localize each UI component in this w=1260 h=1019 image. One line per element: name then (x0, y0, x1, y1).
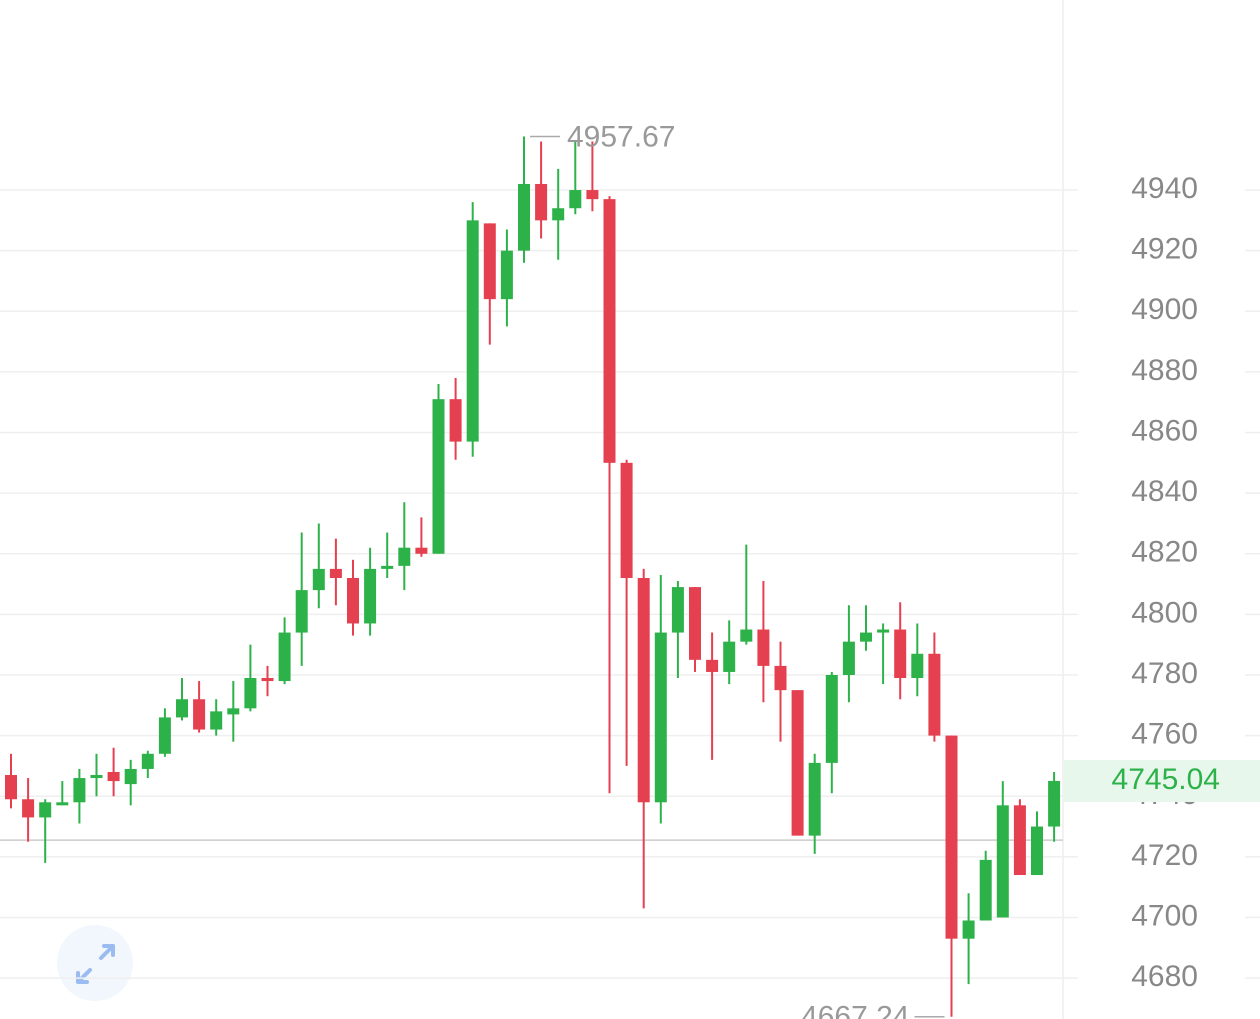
candle-body (347, 577, 359, 624)
candle-body (261, 678, 274, 682)
candle-body (518, 183, 530, 251)
candle-body (586, 190, 599, 200)
candle-body (774, 665, 787, 691)
max-label: 4957.67 (567, 120, 675, 153)
candle-body (945, 735, 958, 939)
candle-body (894, 629, 907, 679)
expand-button[interactable] (57, 925, 133, 1001)
candle-body (329, 568, 342, 578)
candle-body (90, 775, 103, 779)
y-tick-label: 4820 (1131, 536, 1198, 569)
candle-body (364, 568, 377, 624)
candle-body (141, 753, 154, 769)
candle-body (124, 768, 137, 785)
candle-body (757, 629, 770, 666)
candle-body (210, 711, 223, 730)
candle-body (877, 629, 890, 633)
candle-body (56, 802, 69, 806)
candle-body (552, 208, 565, 221)
candle-body (483, 223, 496, 300)
candle-body (278, 632, 291, 682)
y-tick-label: 4680 (1131, 960, 1198, 993)
candle-body (860, 632, 872, 642)
y-tick-label: 4840 (1131, 475, 1198, 508)
y-tick-label: 4900 (1131, 293, 1198, 326)
candle-body (176, 699, 188, 718)
candle-body (381, 565, 394, 569)
price-label: 4745.04 (1112, 763, 1220, 796)
candle-body (415, 547, 428, 554)
candle-body (791, 690, 804, 836)
candle-body (22, 799, 35, 818)
expand-circle[interactable] (57, 925, 133, 1001)
candle-body (39, 802, 52, 818)
candle-body (158, 717, 171, 754)
y-tick-label: 4700 (1131, 899, 1198, 932)
candle-body (723, 641, 736, 672)
candle-body (449, 399, 462, 442)
candle-body (535, 183, 548, 221)
candle-body (962, 920, 975, 939)
y-tick-label: 4800 (1131, 596, 1198, 629)
candle-body (620, 462, 633, 578)
candle-body (689, 587, 701, 660)
candle-body (1013, 805, 1026, 876)
candle-body (398, 547, 411, 566)
candle-body (1031, 826, 1043, 876)
candle-body (5, 775, 17, 800)
candle-body (979, 859, 992, 921)
candle-body (569, 190, 582, 209)
candle-body (928, 653, 941, 736)
y-tick-label: 4760 (1131, 718, 1198, 751)
candle-body (996, 805, 1009, 918)
y-tick-label: 4940 (1131, 172, 1198, 205)
candle-body (500, 250, 513, 300)
y-tick-label: 4860 (1131, 414, 1198, 447)
candle-body (73, 778, 86, 803)
candle-body (227, 708, 240, 715)
candle-body (1048, 780, 1061, 827)
candle-body (295, 590, 308, 633)
candle-body (842, 641, 855, 675)
candle-body (637, 577, 650, 803)
candle-body (107, 771, 120, 782)
y-tick-label: 4780 (1131, 657, 1198, 690)
y-tick-label: 4920 (1131, 233, 1198, 266)
min-label: 4667.24 (801, 1001, 909, 1019)
candle-body (808, 762, 821, 836)
candle-body (312, 568, 325, 591)
candle-body (740, 629, 753, 642)
candle-body (432, 399, 445, 554)
y-tick-label: 4720 (1131, 839, 1198, 872)
candle-body (244, 678, 257, 709)
candle-body (193, 699, 206, 730)
candle-body (706, 659, 719, 672)
y-tick-label: 4880 (1131, 354, 1198, 387)
candle-body (825, 674, 838, 763)
price-badge (1064, 759, 1260, 802)
candle-body (466, 220, 479, 442)
candle-body (654, 632, 667, 803)
candle-body (671, 587, 684, 633)
candle-body (603, 199, 616, 463)
candle-body (911, 653, 924, 679)
